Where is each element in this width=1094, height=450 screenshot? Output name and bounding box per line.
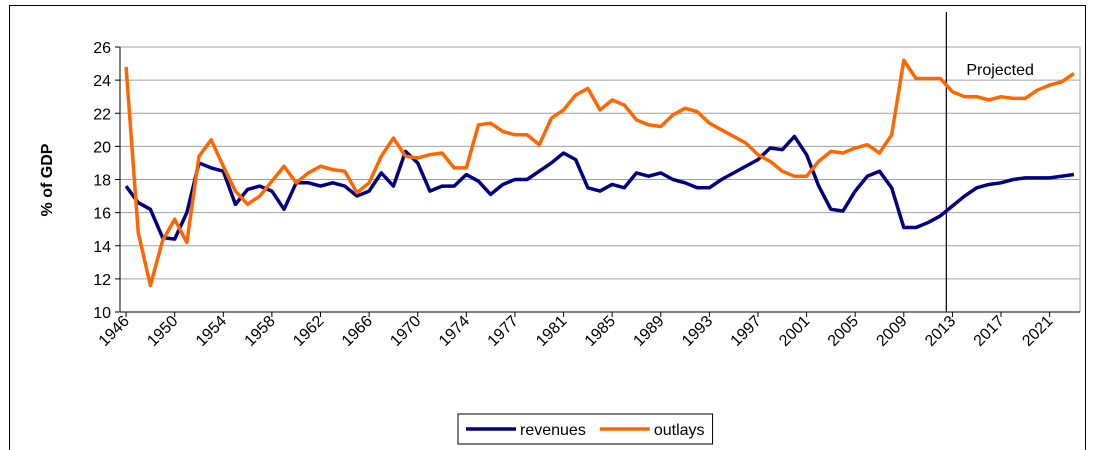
y-tick-label: 20 bbox=[93, 139, 111, 156]
series-line bbox=[124, 134, 1075, 241]
y-tick-label: 22 bbox=[93, 106, 111, 123]
y-tick-label: 18 bbox=[93, 173, 111, 190]
y-tick-label: 12 bbox=[93, 272, 111, 289]
y-tick-label: 24 bbox=[93, 73, 111, 90]
annotation: Projected bbox=[966, 62, 1034, 79]
y-axis-label: % of GDP bbox=[39, 143, 56, 216]
y-tick-label: 16 bbox=[93, 206, 111, 223]
legend-label: revenues bbox=[520, 422, 586, 439]
legend-label: outlays bbox=[654, 422, 705, 439]
legend: revenues outlays bbox=[457, 413, 714, 445]
y-tick-label: 26 bbox=[93, 40, 111, 57]
series-line bbox=[124, 58, 1075, 288]
y-tick-label: 10 bbox=[93, 305, 111, 322]
y-tick-label: 14 bbox=[93, 239, 111, 256]
